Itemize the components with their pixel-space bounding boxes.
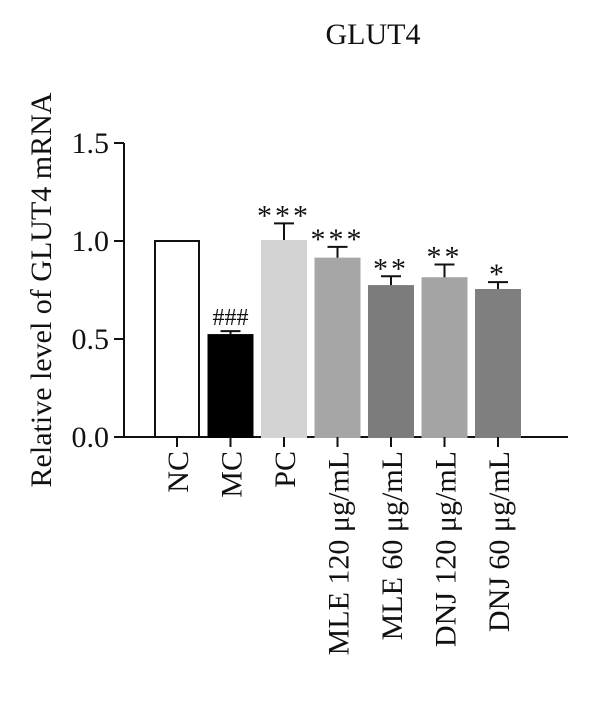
bar bbox=[421, 277, 468, 438]
bar bbox=[207, 334, 254, 438]
x-tick-label: DNJ 60 μg/mL bbox=[483, 451, 516, 632]
y-tick-label: 0.0 bbox=[72, 421, 110, 454]
significance-label: *** bbox=[257, 199, 311, 232]
bar bbox=[261, 240, 307, 438]
significance-label: ### bbox=[213, 305, 249, 331]
x-tick-label: MC bbox=[216, 451, 249, 498]
chart-title: GLUT4 bbox=[326, 18, 421, 51]
y-tick-label: 1.0 bbox=[72, 225, 110, 258]
bar bbox=[368, 285, 414, 438]
x-tick-label: PC bbox=[269, 451, 302, 488]
significance-label: ** bbox=[373, 252, 409, 285]
y-axis-label: Relative level of GLUT4 mRNA bbox=[25, 92, 58, 487]
y-ticks: 0.0 0.5 1.0 1.5 bbox=[72, 127, 124, 454]
x-tick-label: DNJ 120 μg/mL bbox=[430, 451, 463, 647]
bar bbox=[154, 240, 200, 438]
significance-label: * bbox=[489, 258, 507, 291]
x-tick-labels: NC MC PC MLE 120 μg/mL MLE 60 μg/mL DNJ 120 μ… bbox=[162, 437, 516, 655]
x-tick-label: MLE 60 μg/mL bbox=[376, 451, 409, 640]
significance-label: ** bbox=[427, 241, 463, 274]
y-tick-label: 0.5 bbox=[72, 323, 110, 356]
bar bbox=[314, 257, 361, 439]
x-tick-label: NC bbox=[162, 451, 195, 493]
bars: ###******** *** bbox=[154, 199, 521, 439]
y-tick-label: 1.5 bbox=[72, 127, 110, 160]
x-tick-label: MLE 120 μg/mL bbox=[323, 451, 356, 655]
significance-label: *** bbox=[311, 223, 365, 256]
bar bbox=[475, 289, 521, 438]
